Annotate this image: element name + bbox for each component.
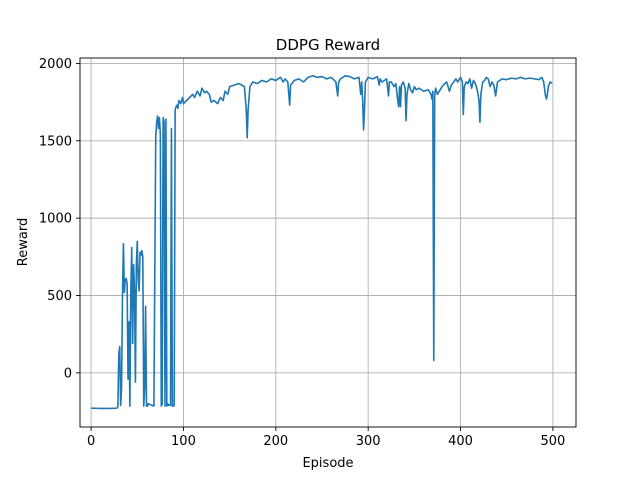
y-tick-label: 500 [47, 289, 72, 304]
reward-series-line [91, 74, 553, 410]
x-tick-label: 0 [87, 434, 95, 449]
y-tick-label: 2000 [39, 57, 72, 72]
y-tick-label: 1500 [39, 134, 72, 149]
x-tick-label: 200 [263, 434, 288, 449]
plot-frame [79, 57, 577, 428]
x-tick-label: 500 [540, 434, 565, 449]
x-tick-label: 100 [171, 434, 196, 449]
y-tick-label: 0 [64, 366, 72, 381]
y-axis-label: Reward [16, 218, 31, 266]
y-tick-label: 1000 [39, 212, 72, 227]
ticks-layer: 0 100 200 300 400 500 0 500 1000 1500 2000 [39, 57, 565, 449]
x-axis-label: Episode [302, 456, 353, 471]
x-tick-label: 400 [448, 434, 473, 449]
chart-title: DDPG Reward [276, 36, 380, 54]
series-layer [91, 74, 553, 410]
x-tick-label: 300 [356, 434, 381, 449]
